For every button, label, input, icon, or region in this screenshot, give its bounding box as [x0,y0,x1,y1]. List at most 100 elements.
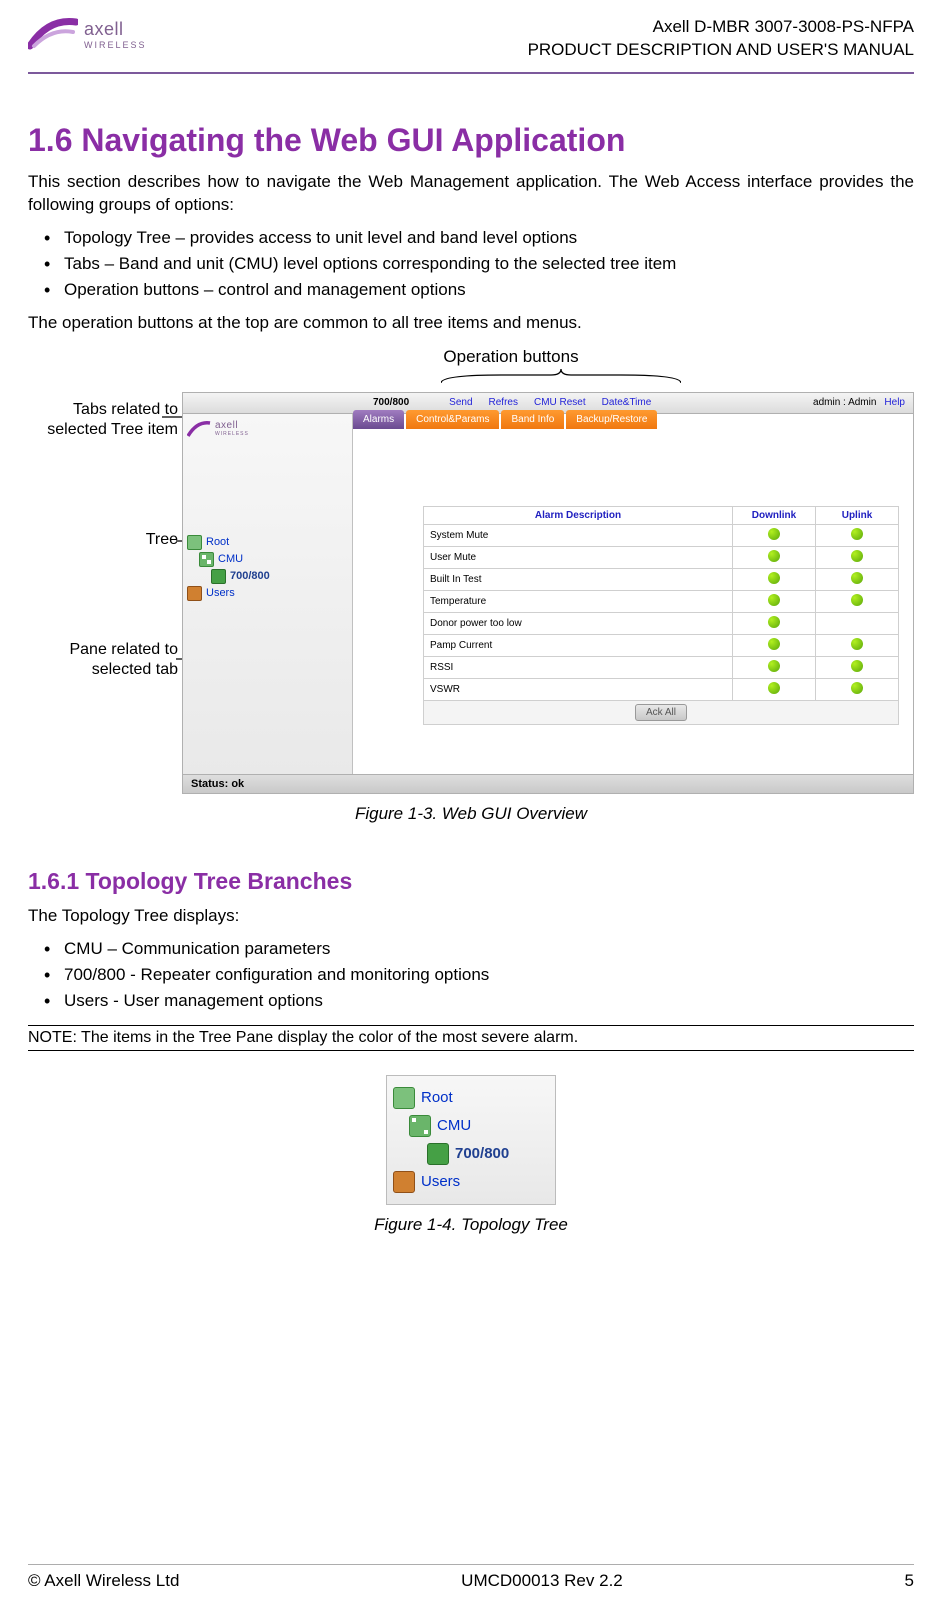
section-1-6-intro: This section describes how to navigate t… [28,171,914,217]
tree-item-cmu[interactable]: CMU [187,551,348,568]
tree-item-700-800[interactable]: 700/800 [393,1140,549,1168]
content-pane: Alarm DescriptionDownlinkUplink System M… [353,432,913,735]
web-gui-screenshot: 700/800 Send Refres CMU Reset Date&Time adm… [182,392,914,794]
alarm-header: Uplink [816,506,899,524]
tree-item-label: CMU [437,1117,471,1134]
tree-item-label: Root [206,536,229,548]
status-ok-icon [851,550,863,562]
topbar-user: admin : Admin [813,397,876,408]
help-link[interactable]: Help [884,397,905,408]
users-icon [187,586,202,601]
band-icon [211,569,226,584]
alarm-uplink [816,568,899,590]
status-ok-icon [768,682,780,694]
table-row: VSWR [424,678,899,700]
brand-logo: axell WIRELESS [28,16,147,52]
callout-pane: Pane related to selected tab [28,640,178,680]
sidebar: axell WIRELESS Root CMU 700/800 Users [183,414,353,774]
section-1-6-1-intro: The Topology Tree displays: [28,905,914,928]
cmu-icon [199,552,214,567]
alarm-downlink [733,612,816,634]
tab-backup-restore[interactable]: Backup/Restore [566,410,657,429]
operation-button[interactable]: Refres [489,397,518,408]
alarm-description: System Mute [424,524,733,546]
tree-item-700-800[interactable]: 700/800 [187,568,348,585]
section-bullet: Operation buttons – control and manageme… [44,277,914,303]
operation-button[interactable]: Date&Time [602,397,652,408]
tree-item-label: Users [206,587,235,599]
alarm-downlink [733,524,816,546]
ack-all-button[interactable]: Ack All [635,704,687,721]
topbar-band: 700/800 [373,397,409,408]
section-bullet: Tabs – Band and unit (CMU) level options… [44,251,914,277]
footer-center: UMCD00013 Rev 2.2 [461,1571,623,1591]
tree-item-label: Users [421,1173,460,1190]
header-product: Axell D-MBR 3007-3008-PS-NFPA [528,16,914,39]
subsection-bullet: 700/800 - Repeater configuration and mon… [44,962,914,988]
page-header: axell WIRELESS Axell D-MBR 3007-3008-PS-… [28,16,914,68]
section-bullet: Topology Tree – provides access to unit … [44,225,914,251]
tab-alarms[interactable]: Alarms [353,410,404,429]
swoosh-icon [28,16,78,52]
status-bar: Status: ok [183,774,913,793]
section-1-6-post: The operation buttons at the top are com… [28,312,914,335]
fig1-caption: Figure 1-3. Web GUI Overview [28,804,914,824]
status-ok-icon [768,638,780,650]
tab-control-params[interactable]: Control&Params [406,410,499,429]
table-row: System Mute [424,524,899,546]
alarm-uplink [816,524,899,546]
table-row: Built In Test [424,568,899,590]
alarm-description: RSSI [424,656,733,678]
alarm-table: Alarm DescriptionDownlinkUplink System M… [423,506,899,725]
tab-band-info[interactable]: Band Info [501,410,564,429]
tree-item-label: 700/800 [230,570,270,582]
alarm-uplink [816,678,899,700]
table-row: RSSI [424,656,899,678]
alarm-uplink [816,634,899,656]
alarm-downlink [733,656,816,678]
root-icon [393,1087,415,1109]
tree-item-cmu[interactable]: CMU [393,1112,549,1140]
operation-button[interactable]: Send [449,397,472,408]
subsection-bullet: CMU – Communication parameters [44,936,914,962]
tree-item-root[interactable]: Root [187,534,348,551]
status-ok-icon [768,660,780,672]
topology-tree-figure: Root CMU 700/800 Users [386,1075,556,1205]
section-1-6-bullets: Topology Tree – provides access to unit … [44,225,914,304]
table-row: Temperature [424,590,899,612]
header-rule [28,72,914,74]
status-ok-icon [851,594,863,606]
sidebar-logo: axell WIRELESS [187,420,348,438]
users-icon [393,1171,415,1193]
status-ok-icon [768,528,780,540]
alarm-uplink [816,656,899,678]
brand-tagline: WIRELESS [84,40,147,50]
status-ok-icon [851,682,863,694]
alarm-downlink [733,678,816,700]
ack-row: Ack All [424,700,899,724]
tree-item-users[interactable]: Users [393,1168,549,1196]
cmu-icon [409,1115,431,1137]
alarm-header: Downlink [733,506,816,524]
alarm-description: Temperature [424,590,733,612]
operation-button[interactable]: CMU Reset [534,397,586,408]
alarm-header: Alarm Description [424,506,733,524]
tree-item-root[interactable]: Root [393,1084,549,1112]
status-ok-icon [768,550,780,562]
page-footer: © Axell Wireless Ltd UMCD00013 Rev 2.2 5 [28,1565,914,1591]
callout-tabs: Tabs related to selected Tree item [28,400,178,440]
alarm-downlink [733,634,816,656]
alarm-description: VSWR [424,678,733,700]
tabs-bar: AlarmsControl&ParamsBand InfoBackup/Rest… [353,410,659,429]
tree-item-users[interactable]: Users [187,585,348,602]
alarm-description: Built In Test [424,568,733,590]
footer-left: © Axell Wireless Ltd [28,1571,179,1591]
brand-name: axell [84,19,147,40]
alarm-description: User Mute [424,546,733,568]
table-row: Donor power too low [424,612,899,634]
alarm-description: Pamp Current [424,634,733,656]
status-ok-icon [768,594,780,606]
status-ok-icon [768,616,780,628]
alarm-downlink [733,590,816,612]
brace-icon [441,369,681,385]
